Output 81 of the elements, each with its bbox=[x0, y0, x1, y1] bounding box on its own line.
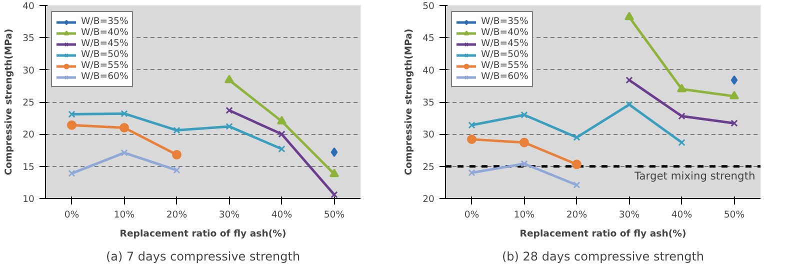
point bbox=[573, 181, 580, 189]
point bbox=[626, 100, 633, 108]
point bbox=[173, 126, 180, 134]
point bbox=[120, 149, 128, 156]
legend-label: W/B=55% bbox=[81, 60, 128, 71]
legend-label: W/B=45% bbox=[81, 38, 128, 49]
point bbox=[730, 75, 738, 85]
point bbox=[624, 12, 634, 20]
point bbox=[173, 166, 180, 174]
legend-label: W/B=55% bbox=[481, 60, 528, 71]
legend-label: W/B=35% bbox=[81, 16, 128, 27]
point bbox=[120, 110, 128, 118]
point bbox=[678, 138, 686, 146]
legend-label: W/B=50% bbox=[481, 49, 528, 60]
legend-label: W/B=50% bbox=[81, 49, 128, 60]
point bbox=[520, 138, 529, 148]
point bbox=[467, 134, 476, 144]
x-tick-label: 40% bbox=[271, 210, 292, 220]
point bbox=[573, 134, 580, 141]
point bbox=[626, 76, 633, 84]
y-tick-label: 45 bbox=[422, 33, 435, 44]
x-tick-label: 20% bbox=[566, 210, 588, 220]
point bbox=[572, 160, 582, 170]
legend-label: W/B=45% bbox=[481, 38, 528, 49]
point bbox=[172, 150, 182, 160]
point bbox=[278, 145, 286, 153]
x-tick-label: 10% bbox=[114, 210, 135, 220]
y-tick-label: 30 bbox=[422, 130, 435, 141]
point bbox=[68, 110, 76, 118]
point bbox=[520, 160, 528, 168]
x-tick-label: 0% bbox=[64, 210, 80, 220]
y-tick-label: 30 bbox=[22, 65, 35, 76]
point bbox=[120, 122, 129, 132]
x-axis-title: Replacement ratio of fly ash(%) bbox=[520, 228, 686, 240]
point bbox=[330, 191, 338, 198]
point bbox=[330, 147, 338, 157]
text: (b) 28 days compressive strength bbox=[502, 250, 704, 264]
y-tick-label: 10 bbox=[22, 194, 35, 205]
point bbox=[678, 112, 686, 120]
legend-label: W/B=60% bbox=[481, 71, 528, 82]
y-tick-label: 25 bbox=[422, 162, 435, 173]
point bbox=[224, 74, 234, 84]
y-tick-label: 35 bbox=[22, 33, 35, 44]
legend-label: W/B=40% bbox=[481, 27, 528, 38]
x-tick-label: 30% bbox=[618, 210, 640, 220]
point bbox=[730, 120, 738, 127]
point bbox=[67, 120, 76, 130]
point bbox=[730, 90, 739, 100]
y-axis-title: Compressive strength(MPa) bbox=[4, 28, 15, 176]
point bbox=[468, 169, 476, 176]
point bbox=[226, 106, 233, 114]
y-tick-label: 15 bbox=[22, 162, 35, 173]
x-tick-label: 50% bbox=[724, 210, 745, 220]
y-tick-label: 20 bbox=[22, 130, 35, 141]
point bbox=[277, 116, 286, 124]
y-tick-label: 25 bbox=[22, 98, 35, 108]
x-tick-label: 10% bbox=[514, 210, 535, 220]
x-tick-label: 50% bbox=[324, 210, 345, 220]
x-tick-label: 30% bbox=[218, 210, 240, 220]
x-tick-label: 20% bbox=[166, 210, 188, 220]
y-tick-label: 40 bbox=[22, 1, 35, 12]
point bbox=[468, 122, 476, 129]
text: (a) 7 days compressive strength bbox=[106, 250, 300, 264]
y-tick-label: 20 bbox=[422, 194, 435, 205]
y-tick-label: 50 bbox=[422, 1, 435, 12]
y-tick-label: 35 bbox=[422, 98, 435, 108]
x-tick-label: 40% bbox=[671, 210, 692, 220]
x-axis-title: Replacement ratio of fly ash(%) bbox=[120, 228, 286, 240]
point bbox=[520, 111, 528, 118]
point bbox=[226, 122, 233, 130]
point bbox=[677, 84, 686, 92]
legend-label: W/B=40% bbox=[81, 27, 128, 38]
ref-line-label: Target mixing strength bbox=[634, 169, 756, 182]
legend-label: W/B=60% bbox=[81, 71, 128, 82]
y-tick-label: 40 bbox=[422, 65, 435, 76]
point bbox=[68, 170, 76, 177]
point bbox=[278, 130, 286, 138]
x-tick-label: 0% bbox=[464, 210, 480, 220]
legend-label: W/B=35% bbox=[481, 16, 528, 27]
y-axis-title: Compressive strength(MPa) bbox=[404, 28, 415, 176]
point bbox=[330, 168, 339, 178]
